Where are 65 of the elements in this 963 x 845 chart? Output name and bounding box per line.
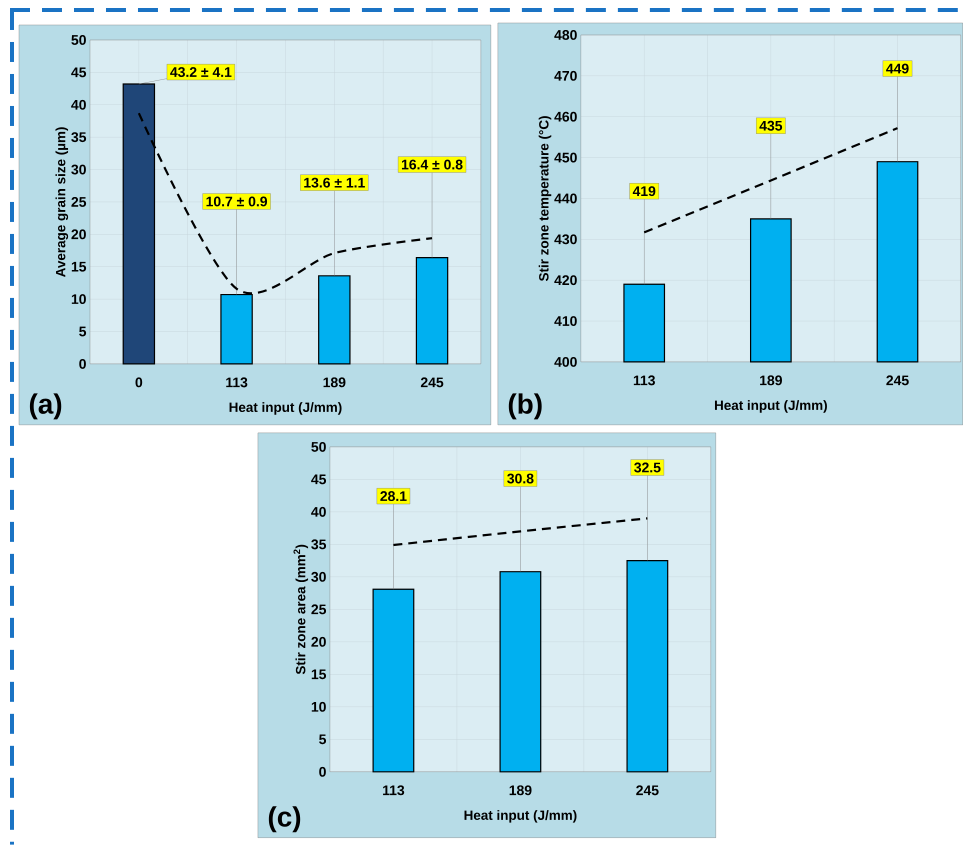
y-tick-label: 15 xyxy=(72,262,86,272)
data-label: 32.5 xyxy=(634,462,661,473)
y-tick-label: 410 xyxy=(554,316,577,326)
y-tick-label: 5 xyxy=(319,734,326,744)
y-axis-title: Stir zone area (mm$^{2}$) xyxy=(293,544,308,674)
x-tick-label: 245 xyxy=(886,376,909,386)
bar xyxy=(372,588,414,773)
y-tick-label: 400 xyxy=(554,357,577,367)
x-tick-label: 245 xyxy=(636,785,659,796)
y-tick-label: 35 xyxy=(71,132,86,142)
text: (c) xyxy=(268,806,300,832)
y-tick-label: 15 xyxy=(312,670,326,680)
bar xyxy=(499,571,542,773)
y-tick-label: 450 xyxy=(554,152,577,163)
y-tick-label: 30 xyxy=(311,572,326,582)
y-tick-label: 40 xyxy=(311,507,326,517)
data-label: 10.7 ± 0.9 xyxy=(206,196,268,207)
data-label: 30.8 xyxy=(507,474,534,484)
y-tick-label: 25 xyxy=(71,197,86,207)
y-tick-label: 0 xyxy=(319,766,326,777)
y-tick-label: 30 xyxy=(71,164,86,175)
y-tick-label: 470 xyxy=(554,70,577,81)
bar xyxy=(416,257,448,365)
x-tick-label: 189 xyxy=(760,376,782,386)
y-tick-label: 20 xyxy=(71,229,86,240)
x-axis-title: Heat input (J/mm) xyxy=(714,400,827,413)
data-label: 13.6 ± 1.1 xyxy=(304,178,365,188)
x-tick-label: 113 xyxy=(226,378,248,388)
y-tick-label: 420 xyxy=(554,275,577,286)
x-axis-title: Heat input (J/mm) xyxy=(464,810,576,823)
x-axis-title: Heat input (J/mm) xyxy=(230,402,342,415)
y-tick-label: 0 xyxy=(79,359,86,369)
y-tick-label: 10 xyxy=(312,702,326,712)
data-label: 435 xyxy=(759,120,782,131)
y-tick-label: 430 xyxy=(554,234,577,244)
y-tick-label: 35 xyxy=(311,540,326,550)
y-axis-title: Stir zone temperature (°C) xyxy=(538,116,552,282)
y-tick-label: 480 xyxy=(554,30,577,40)
y-axis-title: Average grain size (µm) xyxy=(56,127,68,278)
data-label: 449 xyxy=(886,64,909,74)
x-tick-label: 189 xyxy=(510,785,532,796)
x-tick-label: 0 xyxy=(136,378,142,388)
y-tick-label: 5 xyxy=(79,326,86,336)
data-label: 16.4 ± 0.8 xyxy=(402,160,463,170)
y-tick-label: 460 xyxy=(554,112,577,122)
x-tick-label: 113 xyxy=(383,785,404,796)
x-tick-label: 113 xyxy=(634,376,655,386)
y-tick-label: 45 xyxy=(311,474,326,484)
text: (a) xyxy=(30,393,62,420)
x-tick-label: 245 xyxy=(420,378,444,388)
y-tick-label: 50 xyxy=(311,442,326,452)
y-tick-label: 50 xyxy=(71,35,86,46)
y-tick-label: 440 xyxy=(554,194,577,204)
bar xyxy=(626,560,668,773)
y-tick-label: 45 xyxy=(71,68,86,78)
y-tick-label: 40 xyxy=(71,100,86,110)
y-tick-label: 20 xyxy=(311,637,326,647)
y-tick-label: 25 xyxy=(311,604,326,614)
data-label: 28.1 xyxy=(380,491,407,502)
x-tick-label: 189 xyxy=(324,378,346,388)
y-tick-label: 10 xyxy=(72,294,86,304)
data-label: 419 xyxy=(632,186,656,196)
text: (b) xyxy=(508,393,542,420)
bar xyxy=(318,275,351,365)
data-label: 43.2 ± 4.1 xyxy=(170,67,232,78)
